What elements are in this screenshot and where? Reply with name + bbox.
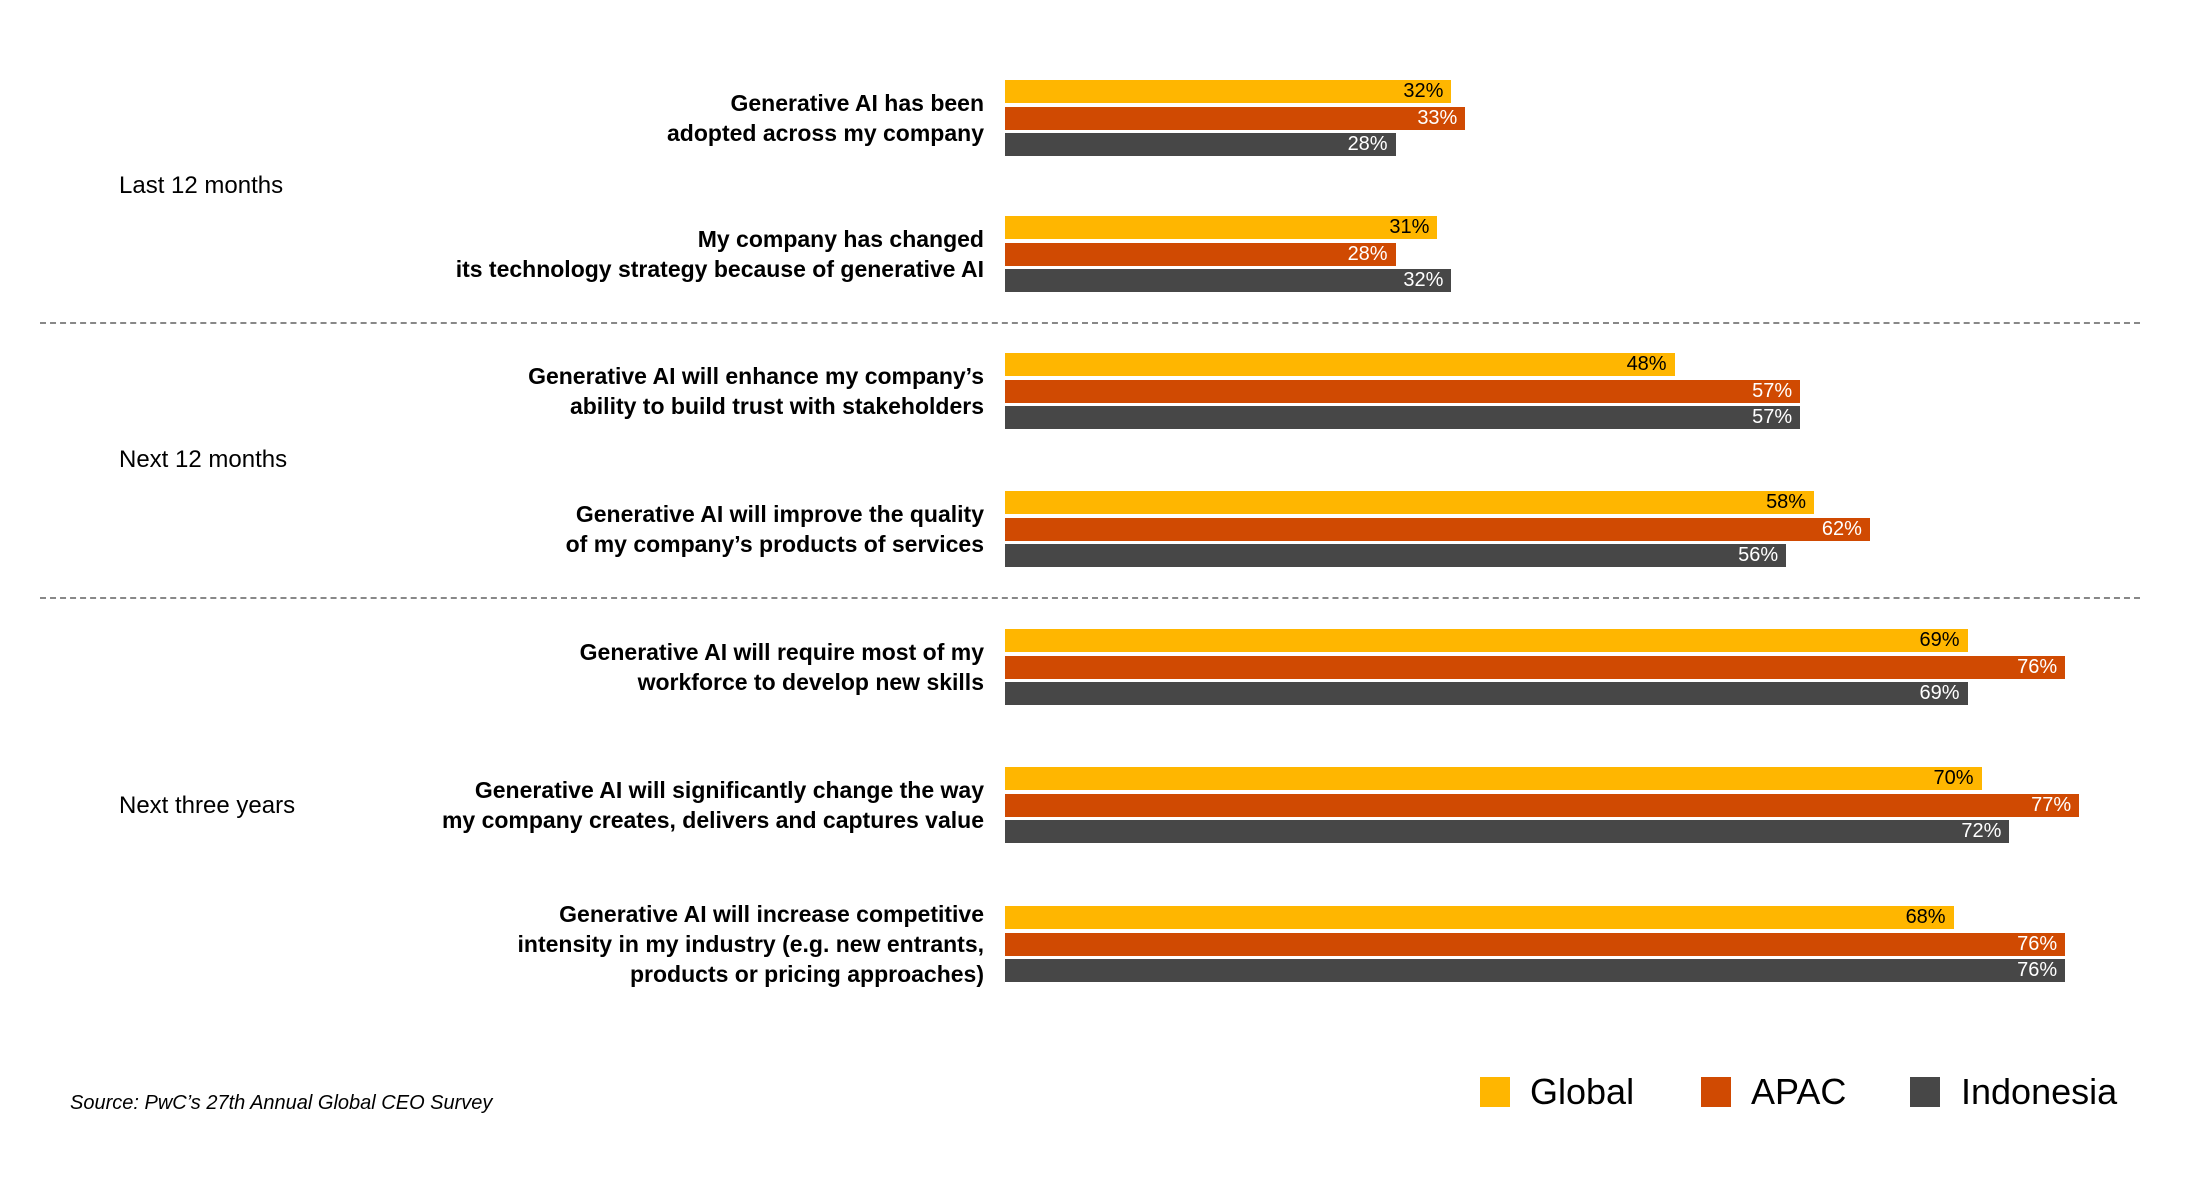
bar-global: 32% [1005, 80, 1452, 103]
legend-swatch-indonesia [1910, 1077, 1940, 1107]
data-label: 69% [1919, 682, 1960, 704]
section-label: Last 12 months [119, 172, 284, 199]
bar-indonesia: 57% [1005, 406, 1801, 429]
data-label: 57% [1752, 379, 1793, 402]
section-divider [40, 321, 2140, 324]
bar-apac: 62% [1005, 517, 1870, 541]
bar-indonesia: 76% [1005, 959, 2066, 982]
data-label: 76% [2017, 655, 2058, 678]
bar-apac: 77% [1005, 793, 2080, 817]
category-label: Generative AI has been adopted across my… [667, 89, 984, 146]
data-label: 33% [1417, 106, 1458, 129]
bar-global: 70% [1005, 767, 1982, 790]
data-label: 28% [1347, 133, 1388, 155]
data-label: 58% [1766, 491, 1807, 513]
bar-apac: 57% [1005, 379, 1801, 403]
data-label: 77% [2031, 793, 2072, 816]
data-label: 32% [1403, 269, 1444, 291]
data-label: 68% [1905, 906, 1946, 928]
bar-global: 58% [1005, 491, 1815, 514]
data-label: 76% [2017, 959, 2058, 981]
data-label: 32% [1403, 80, 1444, 102]
bar-global: 48% [1005, 353, 1675, 376]
source-note: Source: PwC’s 27th Annual Global CEO Sur… [70, 1092, 493, 1114]
data-label: 76% [2017, 932, 2058, 955]
section-divider [40, 597, 2140, 599]
bar-apac: 76% [1005, 655, 2066, 679]
data-label: 48% [1626, 353, 1667, 375]
bar-apac: 76% [1005, 932, 2066, 956]
data-label: 28% [1347, 242, 1388, 265]
bar-apac: 28% [1005, 242, 1396, 266]
legend-label: Global [1530, 1071, 1635, 1112]
category-label: Generative AI will enhance my company’s … [528, 362, 984, 419]
data-label: 72% [1961, 820, 2002, 842]
bar-global: 69% [1005, 629, 1968, 652]
bar-indonesia: 28% [1005, 133, 1396, 156]
bar-global: 31% [1005, 216, 1438, 239]
category-label: Generative AI will improve the quality o… [565, 500, 984, 557]
data-label: 56% [1738, 544, 1779, 566]
data-label: 62% [1821, 517, 1862, 540]
category-label: My company has changed its technology st… [455, 225, 984, 282]
category-label: Generative AI will significantly change … [441, 776, 984, 833]
category-label: Generative AI will increase competitive … [517, 900, 984, 987]
section-label: Next 12 months [119, 446, 288, 473]
category-label: Generative AI will require most of my wo… [579, 638, 984, 695]
legend-swatch-global [1480, 1077, 1510, 1107]
data-label: 57% [1752, 406, 1793, 428]
bar-indonesia: 32% [1005, 269, 1452, 292]
bar-indonesia: 72% [1005, 820, 2010, 843]
legend-label: APAC [1751, 1071, 1847, 1112]
data-label: 70% [1933, 767, 1974, 789]
legend-swatch-apac [1701, 1077, 1731, 1107]
data-label: 31% [1389, 216, 1430, 238]
bar-apac: 33% [1005, 106, 1466, 130]
data-label: 69% [1919, 629, 1960, 651]
legend-label: Indonesia [1961, 1071, 2118, 1112]
bar-indonesia: 69% [1005, 682, 1968, 705]
bar-indonesia: 56% [1005, 544, 1787, 567]
bar-global: 68% [1005, 906, 1954, 929]
section-label: Next three years [119, 791, 296, 819]
